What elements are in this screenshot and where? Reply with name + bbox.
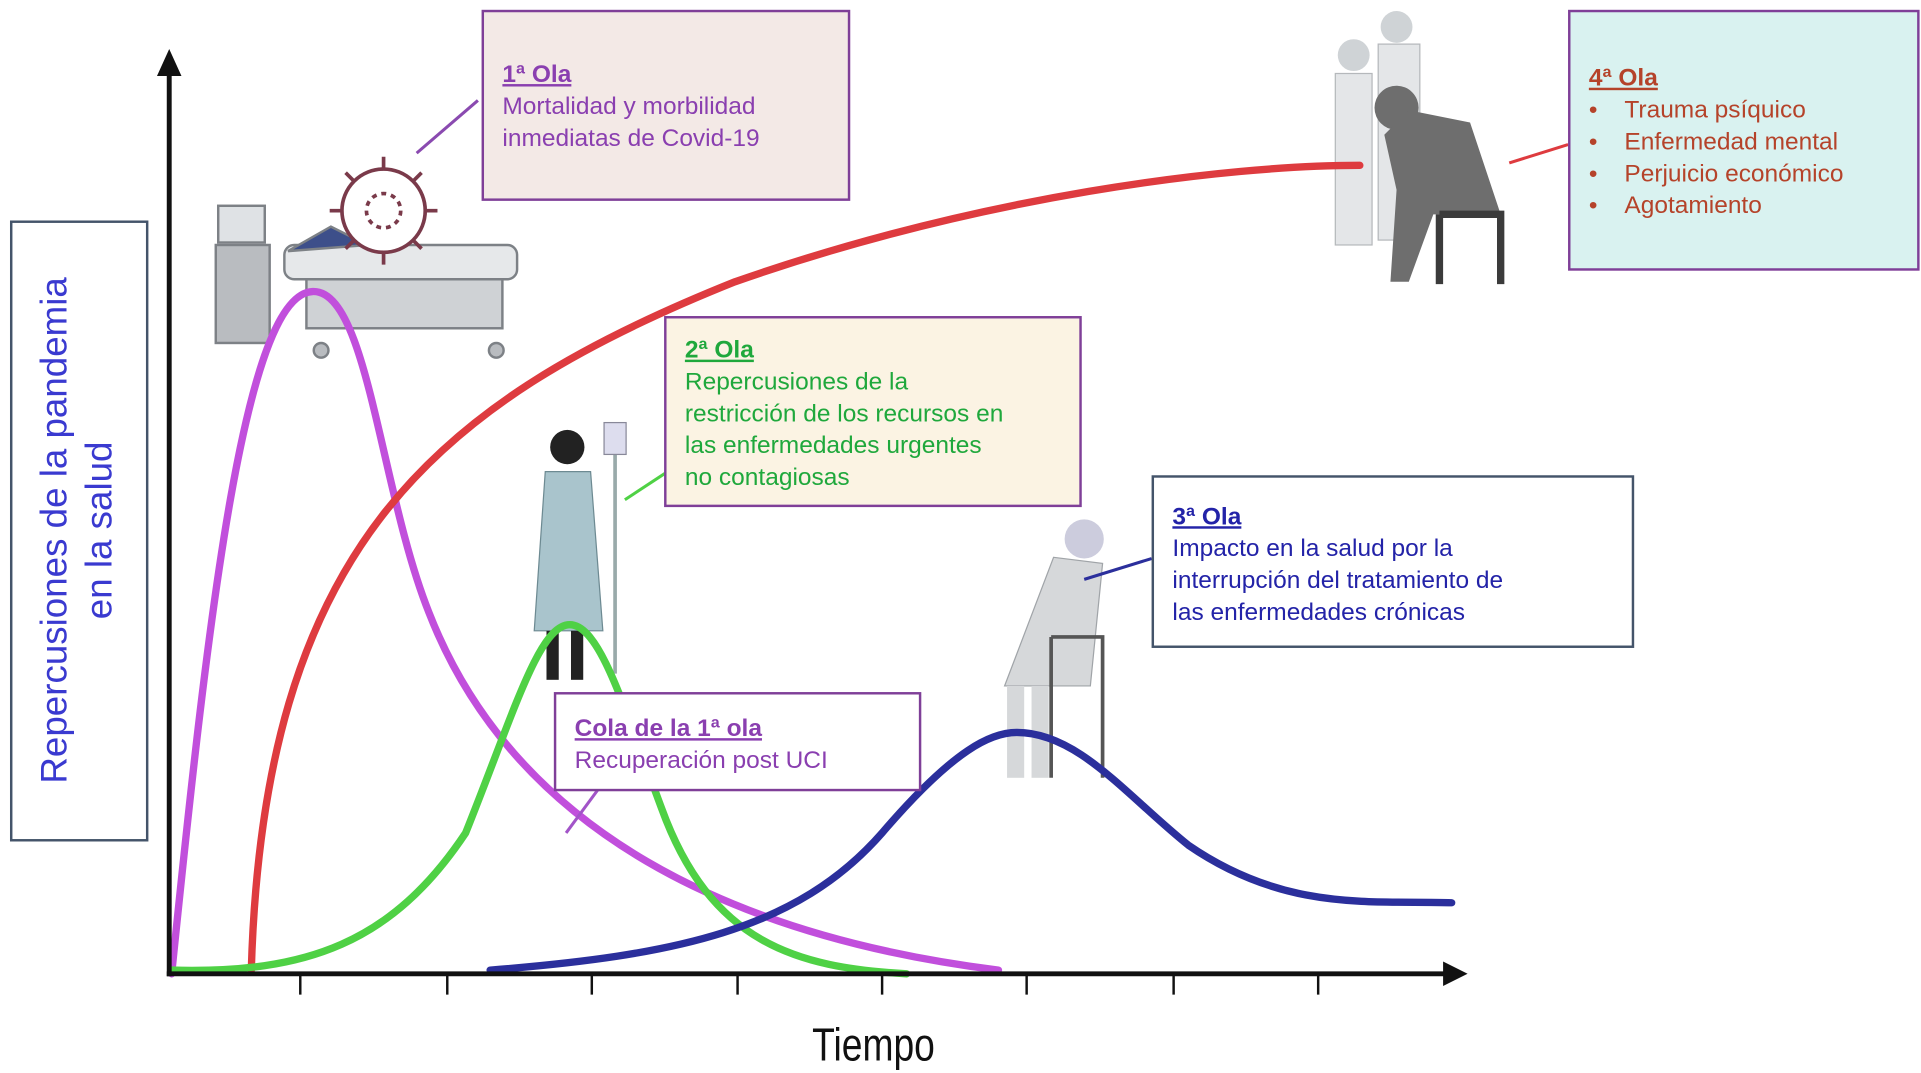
sad-person-illustration-part: [1435, 210, 1505, 285]
box-line: inmediatas de Covid-19: [502, 125, 759, 152]
box-line: Mortalidad y morbilidad: [502, 93, 755, 120]
wave-3-curve: [486, 728, 1456, 974]
connectors-part: [415, 99, 479, 155]
virus-illustration-part: [364, 191, 403, 230]
axes-part: [299, 973, 1320, 995]
patient-illustration-part: [570, 630, 584, 680]
box-title: 1ª Ola: [502, 61, 571, 88]
box-title: Cola de la 1ª ola: [575, 715, 763, 742]
box-title: 3ª Ola: [1172, 503, 1241, 530]
box-line: las enfermedades crónicas: [1172, 599, 1465, 626]
sad-person-illustration-part: [1337, 39, 1370, 72]
box-item: Agotamiento: [1624, 192, 1761, 219]
connectors: [415, 99, 1569, 834]
box-title: 4ª Ola: [1589, 65, 1658, 92]
bullet: •: [1589, 160, 1598, 187]
icu-illustration-part: [487, 341, 505, 359]
elderly-illustration-part: [1064, 519, 1104, 559]
virus-illustration: [329, 156, 438, 265]
wave-2-curve: [167, 621, 911, 978]
y-label-line: Repercusiones de la pandemia: [33, 277, 74, 784]
box-wave-1-part: [481, 9, 851, 201]
box-line: las enfermedades urgentes: [685, 432, 982, 459]
y-axis-label: Repercusiones de la pandemia en la salud: [33, 277, 119, 784]
box-wave-3: 3ª Ola Impacto en la salud por la interr…: [1151, 475, 1635, 648]
patient-illustration-part: [533, 470, 604, 632]
icu-illustration-part: [312, 341, 330, 359]
box-item: Enfermedad mental: [1624, 128, 1838, 155]
box-wave-2-part: [664, 316, 1082, 508]
wave-4-curve: [247, 161, 1364, 974]
connectors-part: [564, 785, 602, 834]
box-item: Trauma psíquico: [1624, 97, 1805, 124]
box-line: interrupción del tratamiento de: [1172, 567, 1503, 594]
y-label-line: en la salud: [79, 442, 120, 620]
bullet: •: [1589, 192, 1598, 219]
axes-part: [156, 48, 182, 76]
box-wave-4-part: [1568, 9, 1920, 271]
sad-person-illustration-part: [1334, 72, 1373, 246]
box-wave-1: 1ª Ola Mortalidad y morbilidad inmediata…: [481, 9, 851, 201]
sad-person-illustration: [1334, 11, 1505, 285]
virus-illustration-part: [340, 167, 428, 255]
sad-person-illustration-part: [1380, 11, 1413, 43]
patient-illustration-part: [603, 421, 627, 456]
y-label-box: [9, 220, 149, 842]
box-line: Repercusiones de la: [685, 369, 909, 396]
x-axis-label: Tiempo: [812, 1019, 935, 1071]
icu-illustration-part: [214, 243, 271, 345]
box-line: no contagiosas: [685, 464, 850, 491]
icu-illustration-part: [216, 204, 266, 244]
patient-illustration: [533, 421, 627, 680]
elderly-illustration-part: [1049, 635, 1105, 778]
box-line: Impacto en la salud por la: [1172, 535, 1453, 562]
bullet: •: [1589, 128, 1598, 155]
box-title: 2ª Ola: [685, 337, 754, 364]
axes-part: [1443, 961, 1468, 987]
box-tail-wave-1-part: [553, 692, 922, 792]
virus-illustration-part: [329, 156, 438, 265]
box-line: Recuperación post UCI: [575, 747, 828, 774]
curves: [167, 161, 1456, 978]
patient-illustration-part: [550, 429, 585, 465]
wave-1-curve: [167, 287, 1003, 978]
connectors-part: [1508, 143, 1569, 165]
box-wave-4: 4ª Ola • Trauma psíquico • Enfermedad me…: [1568, 9, 1920, 271]
connectors-part: [1083, 557, 1153, 581]
box-wave-3-part: [1151, 475, 1635, 648]
axes: [156, 48, 1468, 995]
box-wave-2: 2ª Ola Repercusiones de la restricción d…: [664, 316, 1082, 508]
sad-person-illustration-part: [1384, 110, 1501, 282]
box-item: Perjuicio económico: [1624, 160, 1843, 187]
bullet: •: [1589, 97, 1598, 124]
box-line: restricción de los recursos en: [685, 400, 1003, 427]
connectors-part: [624, 470, 669, 502]
box-tail-wave-1: Cola de la 1ª ola Recuperación post UCI: [553, 692, 922, 792]
elderly-illustration-part: [1003, 556, 1104, 687]
